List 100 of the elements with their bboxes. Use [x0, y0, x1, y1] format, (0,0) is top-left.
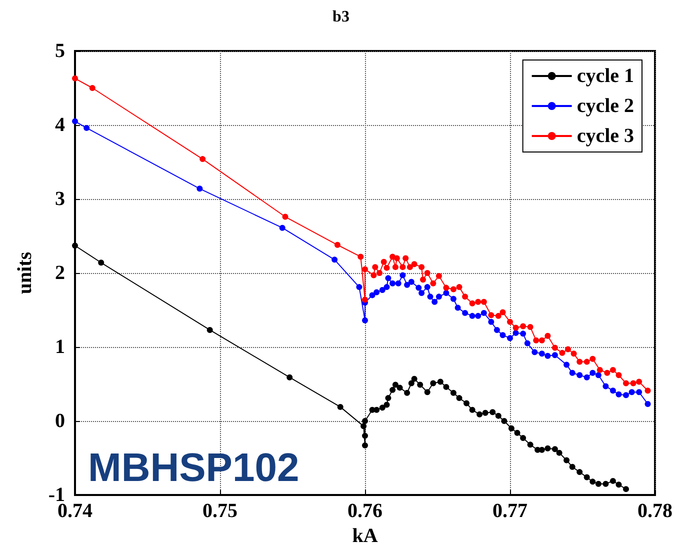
- point: [358, 254, 364, 260]
- point: [495, 412, 502, 419]
- point: [590, 356, 596, 362]
- point: [374, 289, 380, 296]
- point: [475, 298, 482, 305]
- point: [488, 318, 494, 325]
- point: [443, 290, 450, 296]
- point: [544, 445, 551, 452]
- point: [400, 272, 406, 278]
- point: [332, 256, 338, 263]
- point: [362, 418, 368, 424]
- point: [196, 186, 203, 192]
- point: [430, 380, 436, 386]
- y-tick-label: 2: [55, 262, 65, 284]
- point: [570, 350, 577, 357]
- point: [590, 370, 596, 376]
- point: [282, 214, 288, 220]
- point: [576, 469, 583, 476]
- point: [430, 280, 436, 286]
- point: [559, 350, 566, 356]
- point: [402, 255, 409, 262]
- point: [520, 323, 526, 330]
- point: [443, 284, 450, 291]
- point: [520, 435, 526, 442]
- point: [384, 402, 390, 408]
- point: [362, 317, 368, 324]
- point: [390, 280, 396, 286]
- point: [469, 312, 476, 319]
- point: [527, 324, 534, 330]
- point: [569, 370, 576, 376]
- point: [514, 430, 520, 436]
- point: [360, 423, 367, 430]
- point: [362, 266, 368, 272]
- point: [89, 85, 96, 91]
- y-tick-label: 4: [55, 114, 65, 136]
- point: [454, 304, 461, 311]
- point: [206, 326, 213, 333]
- point: [595, 480, 602, 487]
- point: [524, 340, 530, 346]
- point: [72, 118, 78, 124]
- point: [411, 261, 418, 268]
- point: [602, 480, 609, 487]
- point: [450, 296, 456, 302]
- point: [379, 404, 386, 411]
- legend-label: cycle 1: [576, 65, 634, 87]
- point: [456, 395, 462, 402]
- point: [576, 358, 583, 365]
- point: [469, 300, 476, 306]
- point: [564, 457, 570, 464]
- point: [544, 332, 551, 339]
- point: [84, 124, 90, 131]
- point: [544, 352, 551, 359]
- point: [443, 384, 450, 390]
- point: [286, 374, 293, 380]
- annotation: MBHSP102: [88, 446, 300, 490]
- point: [436, 294, 442, 300]
- point: [385, 275, 392, 282]
- point: [552, 344, 558, 351]
- legend-label: cycle 2: [576, 95, 634, 117]
- point: [406, 264, 413, 270]
- point: [385, 395, 392, 402]
- point: [72, 75, 78, 82]
- point: [533, 337, 540, 344]
- point: [501, 418, 508, 424]
- point: [362, 432, 368, 439]
- x-axis-title: kA: [352, 524, 378, 547]
- point: [482, 410, 488, 416]
- point: [623, 392, 629, 398]
- point: [628, 389, 635, 396]
- point: [500, 309, 506, 316]
- point: [395, 280, 402, 286]
- point: [610, 366, 616, 373]
- point: [384, 264, 390, 271]
- point: [424, 284, 430, 290]
- point: [507, 318, 513, 325]
- point: [462, 294, 468, 300]
- point: [416, 284, 422, 291]
- point: [475, 312, 482, 319]
- point: [380, 258, 387, 265]
- point: [356, 284, 362, 290]
- point: [490, 409, 496, 416]
- point: [404, 282, 410, 288]
- point: [408, 278, 414, 285]
- point: [527, 442, 534, 448]
- point: [495, 312, 502, 319]
- x-tick-label: 0.74: [58, 500, 92, 522]
- point: [507, 335, 513, 342]
- point: [404, 390, 410, 396]
- point: [334, 242, 340, 248]
- point: [512, 324, 519, 331]
- point: [520, 330, 526, 337]
- point: [644, 388, 651, 394]
- point: [596, 366, 603, 373]
- point: [362, 442, 368, 448]
- point: [462, 310, 468, 316]
- point: [392, 382, 398, 388]
- point: [610, 388, 616, 394]
- point: [488, 312, 494, 318]
- point: [532, 349, 538, 356]
- point: [630, 380, 636, 386]
